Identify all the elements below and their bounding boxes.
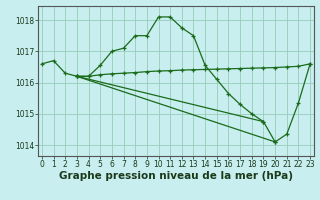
- X-axis label: Graphe pression niveau de la mer (hPa): Graphe pression niveau de la mer (hPa): [59, 171, 293, 181]
